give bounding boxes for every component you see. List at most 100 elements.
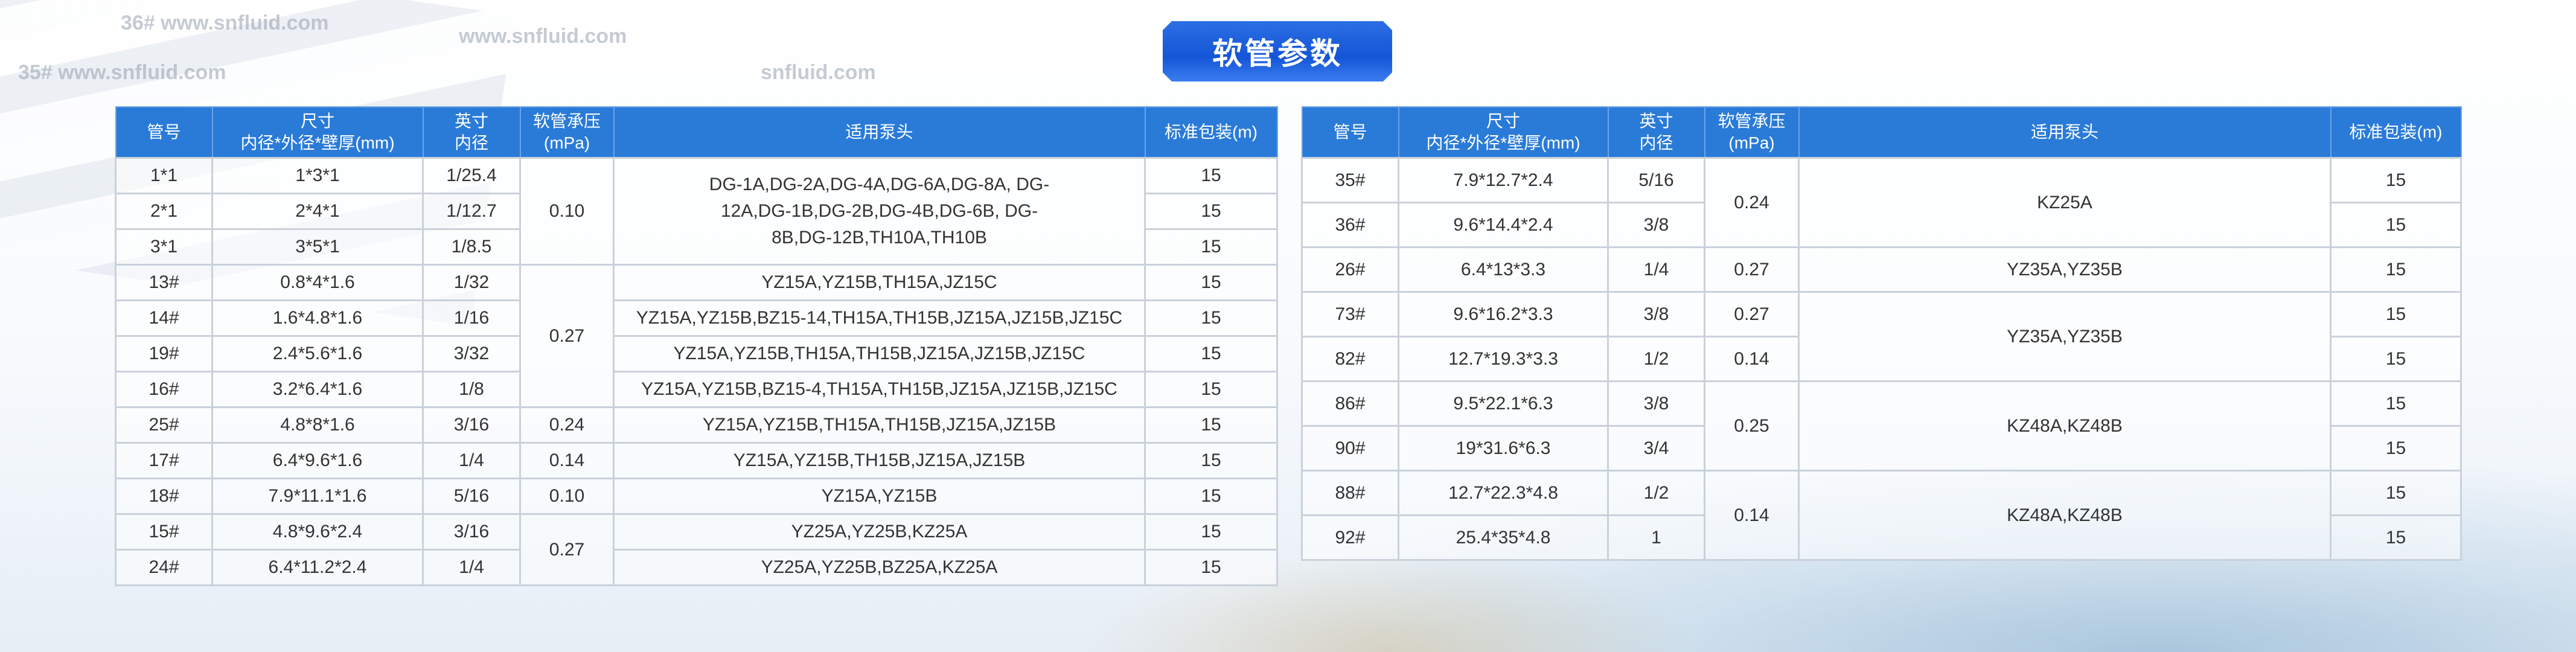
- table-row: 88# 12.7*22.3*4.8 1/2 0.14 KZ48A,KZ48B 15: [1301, 470, 2462, 561]
- table-row: 25# 4.8*8*1.6 3/16 0.24 YZ15A,YZ15B,TH15A,TH…: [115, 406, 1278, 444]
- header-inch-label: 内径: [454, 133, 488, 152]
- size-cell: 6.4*9.6*1.6: [211, 442, 424, 479]
- package-cell: 15: [1144, 264, 1278, 301]
- watermark: 35# www.snfluid.com: [18, 61, 226, 84]
- package-cell: 15: [2330, 246, 2462, 293]
- tube-no-cell: 36#: [1301, 202, 1399, 248]
- size-cell: 1.6*4.8*1.6: [211, 299, 424, 337]
- header-tube-no-label: 管号: [147, 123, 181, 141]
- inch-cell: 3/8: [1607, 202, 1705, 248]
- pump-cell: YZ25A,YZ25B,KZ25A: [613, 513, 1146, 551]
- package-cell: 15: [2330, 514, 2462, 561]
- size-cell: 2*4*1: [211, 193, 424, 230]
- inch-cell: 1/8.5: [422, 228, 521, 266]
- package-cell: 15: [1144, 478, 1278, 515]
- tube-no-cell: 82#: [1301, 336, 1399, 382]
- package-cell: 15: [1144, 442, 1278, 479]
- pressure-cell: 0.27: [1704, 246, 1800, 293]
- header-inch-label: 英寸: [1639, 112, 1673, 130]
- pump-cell: YZ15A,YZ15B,TH15A,TH15B,JZ15A,JZ15B,JZ15…: [613, 335, 1146, 372]
- inch-cell: 1/12.7: [422, 193, 521, 230]
- size-cell: 9.6*14.4*2.4: [1398, 202, 1609, 248]
- watermark: snfluid.com: [761, 61, 876, 84]
- package-cell: 15: [1144, 513, 1278, 551]
- size-cell: 3*5*1: [211, 228, 424, 266]
- header-pressure-label: 软管承压: [1718, 112, 1786, 130]
- header-pump: 适用泵头: [1798, 106, 2332, 159]
- header-size-label: 尺寸: [300, 112, 334, 130]
- pump-cell: DG-1A,DG-2A,DG-4A,DG-6A,DG-8A, DG-12A,DG…: [613, 157, 1146, 266]
- table-row: 24# 6.4*11.2*2.4 1/4 YZ25A,YZ25B,BZ25A,KZ25…: [115, 549, 1278, 586]
- size-cell: 2.4*5.6*1.6: [211, 335, 424, 372]
- tube-no-cell: 92#: [1301, 514, 1399, 561]
- header-package: 标准包装(m): [2330, 106, 2462, 159]
- size-cell: 7.9*11.1*1.6: [211, 478, 424, 515]
- table-row: 13# 0.8*4*1.6 1/32 0.27 YZ15A,YZ15B,TH15A,JZ…: [115, 264, 1278, 408]
- inch-cell: 1/32: [422, 264, 521, 301]
- size-cell: 6.4*11.2*2.4: [211, 549, 424, 586]
- watermark: www.snfluid.com: [459, 25, 627, 48]
- pump-cell: YZ25A,YZ25B,BZ25A,KZ25A: [613, 549, 1146, 586]
- pressure-cell: 0.27: [519, 264, 615, 408]
- tube-no-cell: 35#: [1301, 157, 1399, 203]
- inch-cell: 1/25.4: [422, 157, 521, 194]
- package-cell: 15: [2330, 425, 2462, 471]
- pressure-cell: 0.14: [1704, 470, 1800, 561]
- tube-no-cell: 1*1: [115, 157, 213, 194]
- package-cell: 15: [1144, 193, 1278, 230]
- package-cell: 15: [1144, 299, 1278, 337]
- pressure-cell: 0.27: [519, 513, 615, 586]
- inch-cell: 3/4: [1607, 425, 1705, 471]
- inch-cell: 1/4: [422, 549, 521, 586]
- package-cell: 15: [1144, 549, 1278, 586]
- pump-cell: YZ15A,YZ15B: [613, 478, 1146, 515]
- package-cell: 15: [2330, 202, 2462, 248]
- header-pressure: 软管承压 (mPa): [519, 106, 615, 159]
- page-title: 软管参数: [1212, 37, 1343, 71]
- hose-spec-table-right: 管号 尺寸 内径*外径*壁厚(mm) 英寸 内径 软管承压 (mPa) 适用泵头 标准包装(m)…: [1301, 106, 2462, 561]
- table-row: 36# 9.6*14.4*2.4 3/8 15: [1301, 202, 2462, 248]
- header-size: 尺寸 内径*外径*壁厚(mm): [1398, 106, 1609, 159]
- tube-no-cell: 88#: [1301, 470, 1399, 516]
- pressure-cell: 0.14: [519, 442, 615, 479]
- tube-no-cell: 13#: [115, 264, 213, 301]
- inch-cell: 1/8: [422, 371, 521, 408]
- pressure-cell: 0.25: [1704, 380, 1800, 471]
- size-cell: 9.5*22.1*6.3: [1398, 380, 1609, 427]
- package-cell: 15: [2330, 291, 2462, 337]
- size-cell: 9.6*16.2*3.3: [1398, 291, 1609, 337]
- pump-cell: YZ15A,YZ15B,BZ15-14,TH15A,TH15B,JZ15A,JZ…: [613, 299, 1146, 337]
- header-inch: 英寸 内径: [1607, 106, 1705, 159]
- table-row: 2*1 2*4*1 1/12.7 15: [115, 193, 1278, 230]
- pump-cell: KZ25A: [1798, 157, 2332, 248]
- pump-cell: YZ35A,YZ35B: [1798, 246, 2332, 293]
- table-row: 3*1 3*5*1 1/8.5 15: [115, 228, 1278, 266]
- package-cell: 15: [2330, 157, 2462, 203]
- pump-cell: YZ15A,YZ15B,BZ15-4,TH15A,TH15B,JZ15A,JZ1…: [613, 371, 1146, 408]
- package-cell: 15: [1144, 335, 1278, 372]
- pump-cell: YZ15A,YZ15B,TH15A,TH15B,JZ15A,JZ15B: [613, 406, 1146, 444]
- size-cell: 7.9*12.7*2.4: [1398, 157, 1609, 203]
- package-cell: 15: [2330, 470, 2462, 516]
- table-row: 16# 3.2*6.4*1.6 1/8 YZ15A,YZ15B,BZ15-4,TH15…: [115, 371, 1278, 408]
- table-row: 14# 1.6*4.8*1.6 1/16 YZ15A,YZ15B,BZ15-14,TH…: [115, 299, 1278, 337]
- pressure-cell: 0.27: [1704, 291, 1800, 337]
- tube-no-cell: 90#: [1301, 425, 1399, 471]
- header-tube-no: 管号: [1301, 106, 1399, 159]
- header-package-label: 标准包装(m): [2349, 123, 2443, 141]
- table-row: 1*1 1*3*1 1/25.4 0.10 DG-1A,DG-2A,DG-4A,DG-6…: [115, 157, 1278, 266]
- package-cell: 15: [1144, 228, 1278, 266]
- header-tube-no-label: 管号: [1333, 123, 1367, 141]
- size-cell: 1*3*1: [211, 157, 424, 194]
- pressure-cell: 0.14: [1704, 336, 1800, 382]
- header-pump-label: 适用泵头: [845, 123, 913, 141]
- header-size-label: 尺寸: [1486, 112, 1520, 130]
- header-inch-label: 内径: [1639, 133, 1673, 152]
- package-cell: 15: [1144, 406, 1278, 444]
- watermark: 36# www.snfluid.com: [121, 11, 329, 34]
- header-pump: 适用泵头: [613, 106, 1146, 159]
- inch-cell: 1/2: [1607, 336, 1705, 382]
- header-pressure-label: (mPa): [1728, 133, 1775, 152]
- pressure-cell: 0.24: [1704, 157, 1800, 248]
- inch-cell: 5/16: [422, 478, 521, 515]
